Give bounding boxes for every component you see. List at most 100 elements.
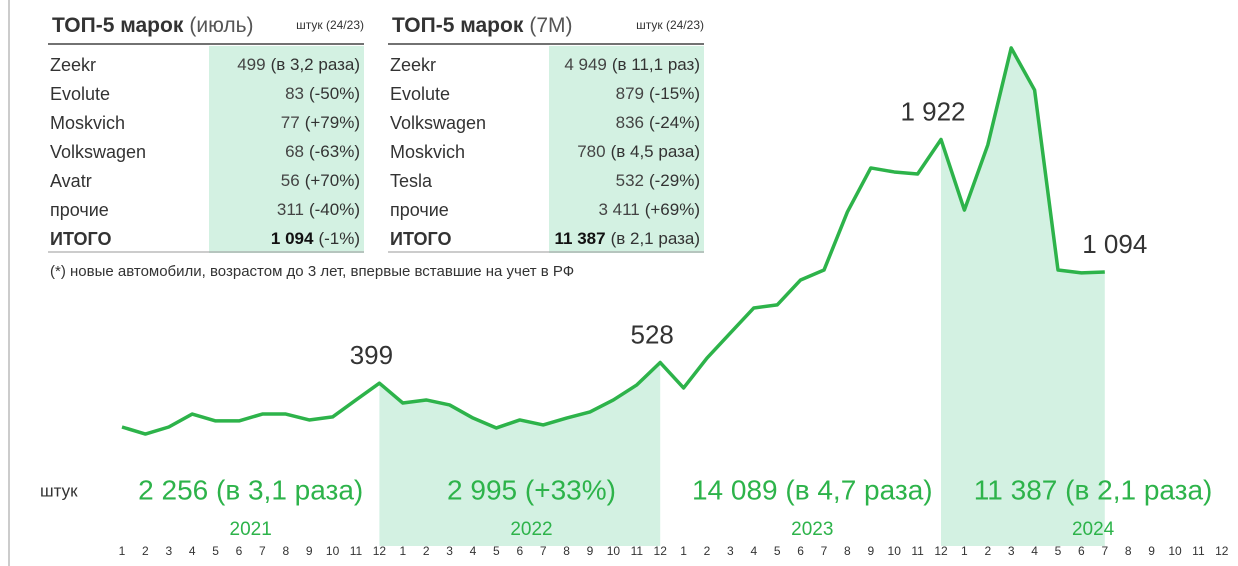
row-number: 11 387 xyxy=(555,229,606,248)
x-tick-label: 8 xyxy=(563,544,570,558)
row-value: 77 (+79%) xyxy=(281,113,360,132)
row-change: (-63%) xyxy=(309,142,360,161)
row-value: 879 (-15%) xyxy=(616,84,700,103)
row-name: Zeekr xyxy=(50,55,96,75)
x-tick-label: 12 xyxy=(373,544,387,558)
x-tick-label: 6 xyxy=(516,544,523,558)
row-change: (+79%) xyxy=(305,113,360,132)
x-tick-label: 7 xyxy=(821,544,828,558)
row-number: 77 xyxy=(281,113,300,132)
value-column xyxy=(209,46,364,253)
x-tick-label: 11 xyxy=(911,544,924,558)
table-title-text: ТОП-5 марок xyxy=(392,14,524,37)
x-tick-label: 12 xyxy=(934,544,948,558)
x-tick-label: 4 xyxy=(1031,544,1038,558)
row-value: 780 (в 4,5 раза) xyxy=(577,142,700,161)
table-unit: штук (24/23) xyxy=(636,18,704,32)
table-title: ТОП-5 марок (7М) xyxy=(392,14,573,37)
row-number: 499 xyxy=(237,55,265,74)
row-name: Moskvich xyxy=(50,113,125,133)
row-name: Volkswagen xyxy=(390,113,486,133)
x-tick-label: 3 xyxy=(727,544,734,558)
value-column xyxy=(549,46,704,253)
brand-table: ТОП-5 марок (июль) штук (24/23) Zeekr 499 (в … xyxy=(48,14,364,253)
row-value: 1 094 (-1%) xyxy=(271,229,360,248)
x-tick-label: 4 xyxy=(189,544,196,558)
x-tick-label: 8 xyxy=(1125,544,1132,558)
row-value: 11 387 (в 2,1 раза) xyxy=(555,229,700,248)
x-tick-label: 11 xyxy=(350,544,363,558)
row-change: (-50%) xyxy=(309,84,360,103)
row-value: 56 (+70%) xyxy=(281,171,360,190)
x-tick-label: 5 xyxy=(1055,544,1062,558)
row-change: (-29%) xyxy=(649,171,700,190)
row-number: 3 411 xyxy=(598,200,639,219)
table-unit: штук (24/23) xyxy=(296,18,364,32)
period-total: 2 256 (в 3,1 раза) xyxy=(138,474,363,505)
row-change: (-1%) xyxy=(318,229,360,248)
x-tick-label: 8 xyxy=(844,544,851,558)
data-label: 399 xyxy=(350,340,393,370)
row-name: Zeekr xyxy=(390,55,436,75)
row-name: Avatr xyxy=(50,171,92,191)
x-tick-label: 1 xyxy=(680,544,687,558)
x-tick-label: 4 xyxy=(750,544,757,558)
x-tick-label: 3 xyxy=(446,544,453,558)
row-change: (-15%) xyxy=(649,84,700,103)
period-total: 14 089 (в 4,7 раза) xyxy=(692,474,933,505)
row-change: (-24%) xyxy=(649,113,700,132)
period-shade xyxy=(941,47,1105,547)
row-value: 311 (-40%) xyxy=(277,200,360,219)
x-tick-label: 8 xyxy=(282,544,289,558)
table-period: (7М) xyxy=(529,14,572,37)
row-change: (+70%) xyxy=(305,171,360,190)
x-tick-label: 3 xyxy=(1008,544,1015,558)
row-number: 532 xyxy=(616,171,644,190)
x-tick-label: 11 xyxy=(631,544,644,558)
row-change: (в 3,2 раза) xyxy=(271,55,360,74)
row-value: 83 (-50%) xyxy=(285,84,360,103)
period-year: 2024 xyxy=(1072,519,1115,540)
footnote: (*) новые автомобили, возрастом до 3 лет… xyxy=(50,263,574,280)
row-name: Moskvich xyxy=(390,142,465,162)
x-tick-label: 5 xyxy=(774,544,781,558)
row-value: 532 (-29%) xyxy=(616,171,700,190)
x-tick-label: 9 xyxy=(867,544,874,558)
table-title-text: ТОП-5 марок xyxy=(52,14,184,37)
x-tick-label: 10 xyxy=(1168,544,1182,558)
x-tick-label: 6 xyxy=(236,544,243,558)
brand-table: ТОП-5 марок (7М) штук (24/23) Zeekr 4 949 (в … xyxy=(388,14,704,253)
x-tick-label: 6 xyxy=(797,544,804,558)
period-total: 11 387 (в 2,1 раза) xyxy=(974,474,1213,505)
data-label: 1 094 xyxy=(1082,229,1147,259)
x-tick-label: 10 xyxy=(326,544,340,558)
row-name: Evolute xyxy=(50,84,110,104)
row-number: 780 xyxy=(577,142,605,161)
x-tick-label: 1 xyxy=(399,544,406,558)
row-change: (+69%) xyxy=(645,200,700,219)
row-number: 4 949 xyxy=(564,55,607,74)
x-tick-label: 7 xyxy=(1101,544,1108,558)
x-tick-label: 2 xyxy=(704,544,711,558)
row-number: 836 xyxy=(616,113,644,132)
data-line xyxy=(121,46,1105,436)
x-tick-label: 5 xyxy=(493,544,500,558)
x-tick-label: 12 xyxy=(1215,544,1229,558)
row-number: 68 xyxy=(285,142,304,161)
row-name: Tesla xyxy=(390,171,433,191)
x-tick-label: 7 xyxy=(259,544,266,558)
table-period: (июль) xyxy=(189,14,253,37)
row-value: 836 (-24%) xyxy=(616,113,700,132)
x-tick-label: 7 xyxy=(540,544,547,558)
row-name: Evolute xyxy=(390,84,450,104)
table-title: ТОП-5 марок (июль) xyxy=(52,14,254,37)
row-value: 4 949 (в 11,1 раз) xyxy=(564,55,700,74)
unit-label: штук xyxy=(40,481,78,500)
x-tick-label: 2 xyxy=(984,544,991,558)
x-tick-label: 1 xyxy=(119,544,126,558)
period-year: 2023 xyxy=(791,519,833,540)
x-tick-label: 1 xyxy=(961,544,968,558)
x-tick-label: 6 xyxy=(1078,544,1085,558)
row-number: 1 094 xyxy=(271,229,314,248)
